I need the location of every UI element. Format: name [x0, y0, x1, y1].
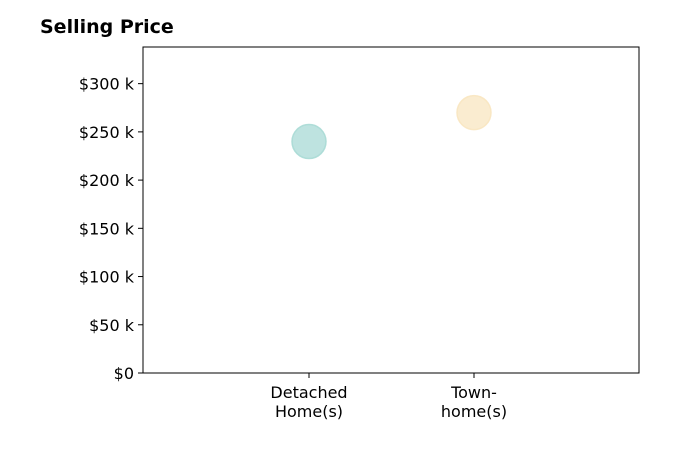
data-point — [291, 123, 327, 160]
x-tick-label: Detached — [270, 383, 347, 402]
x-tick-label: home(s) — [441, 402, 507, 421]
plot-frame — [142, 46, 640, 374]
y-tick-label: $200 k — [79, 171, 135, 190]
y-tick-label: $150 k — [79, 219, 135, 238]
chart-title: Selling Price — [40, 16, 174, 38]
chart-marks: $0 $50 k $100 k $150 k $200 k $250 k $300 k Det… — [79, 75, 507, 421]
data-point — [456, 94, 492, 131]
y-tick-label: $50 k — [89, 316, 135, 335]
y-tick-label: $250 k — [79, 123, 135, 142]
y-tick-label: $0 — [114, 364, 134, 383]
y-tick-label: $100 k — [79, 268, 135, 287]
x-tick-label: Town- — [450, 383, 497, 402]
x-tick-label: Home(s) — [275, 402, 343, 421]
y-tick-label: $300 k — [79, 75, 135, 94]
